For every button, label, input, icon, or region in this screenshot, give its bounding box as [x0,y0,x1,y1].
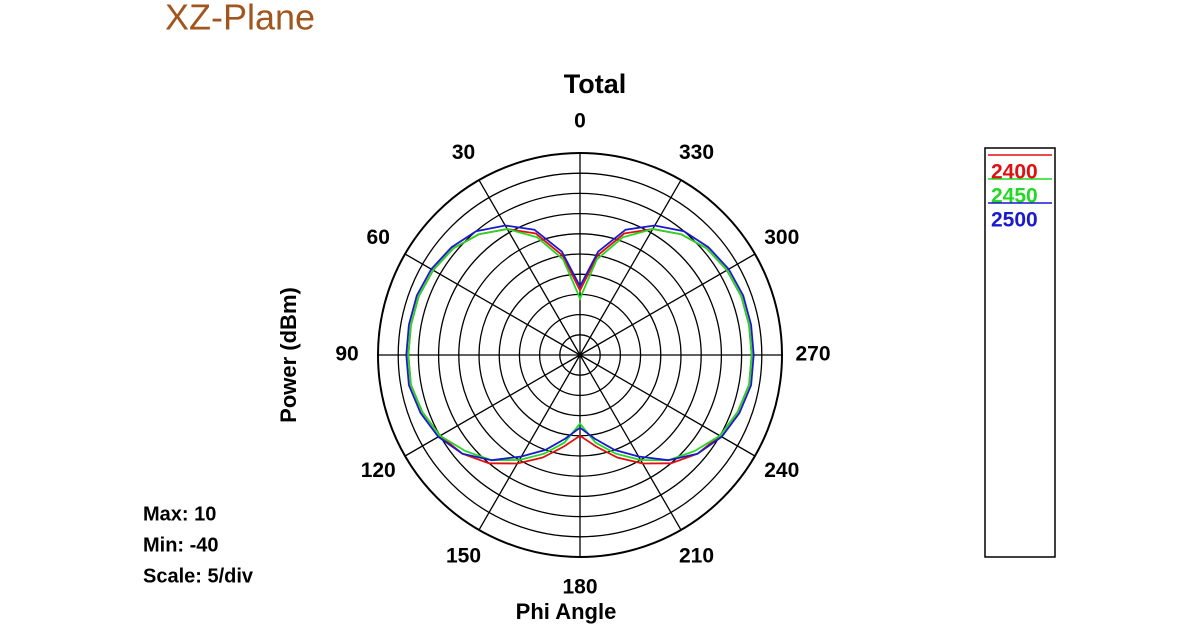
theta-tick-label: 210 [679,544,714,567]
theta-tick-label: 150 [446,544,481,567]
legend-label: 2450 [991,185,1038,208]
annotation: Min: -40 [143,534,219,556]
grid-spoke [478,179,581,356]
grid-spoke [579,253,756,356]
chart-title: XZ-Plane [165,0,315,38]
annotation: Scale: 5/div [143,565,254,587]
grid-spoke [478,354,581,531]
theta-tick-label: 60 [367,226,390,249]
series-line [407,228,753,462]
theta-tick-label: 240 [764,459,799,482]
theta-tick-label: 270 [795,343,830,366]
theta-tick-label: 0 [574,110,586,133]
grid-spoke [404,354,581,457]
theta-tick-label: 330 [679,141,714,164]
x-axis-label: Phi Angle [516,599,617,624]
grid-spoke [579,354,682,531]
annotation: Max: 10 [143,503,216,525]
theta-tick-label: 30 [452,141,475,164]
legend-label: 2400 [991,161,1038,184]
grid-spoke [404,253,581,356]
grid-spoke [579,354,756,457]
legend-label: 2500 [991,209,1038,232]
grid-spoke [579,179,682,356]
theta-tick-label: 120 [361,459,396,482]
legend-box [984,147,1056,558]
theta-tick-label: 90 [335,343,358,366]
theta-tick-label: 300 [764,226,799,249]
theta-tick-label: 180 [562,576,597,599]
chart-subtitle: Total [564,69,627,99]
y-axis-label: Power (dBm) [276,287,301,423]
series-line [405,224,755,462]
